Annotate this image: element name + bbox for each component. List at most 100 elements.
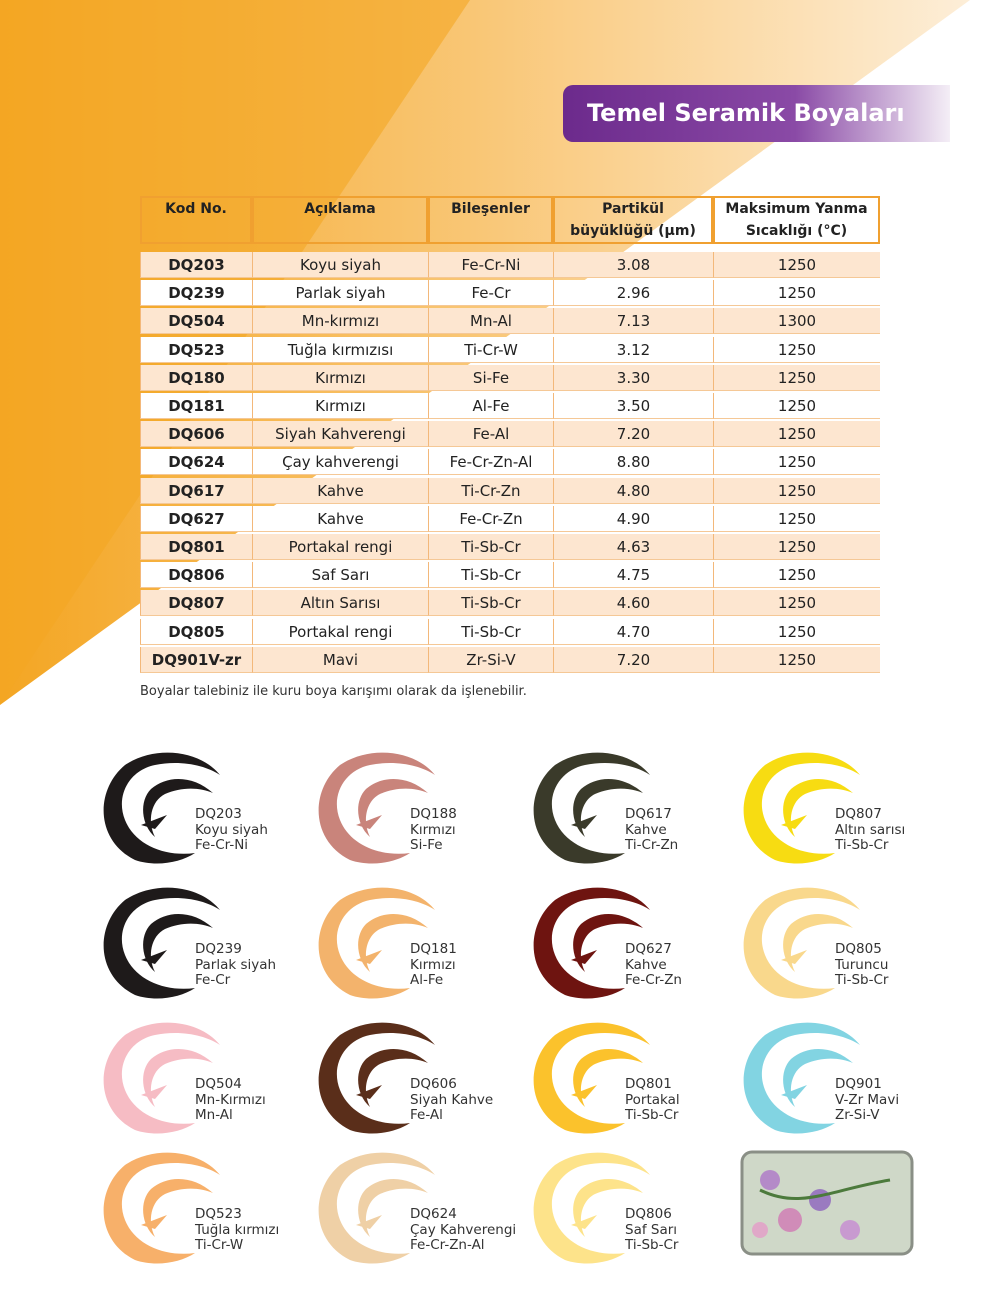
swatch-code: DQ523 [195,1206,242,1222]
header-cell: Kod No. [140,196,252,244]
table-cell: DQ239 [140,280,252,307]
swatch-code: DQ801 [625,1076,672,1092]
swatch: DQ239 Parlak siyah Fe-Cr [95,880,305,1010]
table-cell: 4.60 [553,590,713,617]
swatch: DQ624 Çay Kahverengi Fe-Cr-Zn-Al [310,1145,520,1275]
swatch-code: DQ624 [410,1206,457,1222]
swatch: DQ805 Turuncu Ti-Sb-Cr [735,880,945,1010]
swatch-components: Ti-Sb-Cr [625,1237,679,1253]
table-cell: Fe-Cr [428,280,553,307]
table-cell: Koyu siyah [252,252,428,278]
table-cell: Fe-Cr-Zn [428,505,553,532]
table-cell: Siyah Kahverengi [252,421,428,448]
table-cell: Portakal rengi [252,534,428,560]
table-cell: Kahve [252,477,428,504]
swatch-name: Altın sarısı [835,821,906,838]
table-cell: Al-Fe [428,393,553,419]
table-cell: Mavi [252,646,428,673]
table-cell: 7.20 [553,646,713,673]
table-cell: DQ617 [140,477,252,504]
swatch-name: Mn-Kırmızı [195,1091,266,1108]
swatch-name: V-Zr Mavi [835,1091,900,1108]
table-cell: 3.12 [553,336,713,363]
table-cell: Saf Sarı [252,562,428,589]
table-cell: 7.13 [553,308,713,335]
table-cell: 4.63 [553,534,713,560]
table-cell: 8.80 [553,449,713,476]
table-cell: Ti-Cr-Zn [428,477,553,504]
table-cell: DQ807 [140,590,252,617]
table-cell: 7.20 [553,421,713,448]
table-cell: Ti-Cr-W [428,336,553,363]
swatch-components: Ti-Sb-Cr [835,837,889,853]
table-cell: 1250 [713,393,880,419]
table-cell: 1250 [713,449,880,476]
table-cell: DQ504 [140,308,252,335]
swatch: DQ606 Siyah Kahve Fe-Al [310,1015,520,1145]
table-cell: DQ624 [140,449,252,476]
swatch-code: DQ627 [625,941,672,957]
table-cell: 1250 [713,562,880,589]
swatch-components: Al-Fe [410,972,444,988]
swatch-name: Siyah Kahve [410,1091,494,1108]
table-cell: Kırmızı [252,364,428,391]
table-cell: DQ181 [140,393,252,419]
swatch-name: Portakal [625,1091,680,1108]
swatch-name: Kahve [625,956,667,973]
table-cell: 1250 [713,477,880,504]
table-cell: 4.90 [553,505,713,532]
table-cell: 4.70 [553,618,713,645]
swatch-components: Ti-Sb-Cr [625,1107,679,1123]
table-cell: DQ627 [140,505,252,532]
swatch-code: DQ606 [410,1076,457,1092]
table-cell: 1250 [713,505,880,532]
swatch-components: Ti-Cr-W [195,1237,244,1253]
swatch-components: Si-Fe [410,837,443,853]
table-cell: 1250 [713,421,880,448]
table-cell: DQ180 [140,364,252,391]
swatch-components: Ti-Cr-Zn [625,837,679,853]
table-cell: 3.30 [553,364,713,391]
swatch: DQ807 Altın sarısı Ti-Sb-Cr [735,745,945,875]
swatch-components: Fe-Cr-Zn [625,972,682,988]
table-cell: DQ523 [140,336,252,363]
table-cell: 1300 [713,308,880,335]
table-cell: Fe-Al [428,421,553,448]
swatch-components: Fe-Cr [195,972,231,988]
table-cell: Mn-Al [428,308,553,335]
table-cell: 2.96 [553,280,713,307]
swatch-name: Kırmızı [410,956,456,973]
swatch-name: Parlak siyah [195,956,277,973]
swatch: DQ203 Koyu siyah Fe-Cr-Ni [95,745,305,875]
table-cell: 3.50 [553,393,713,419]
swatch-name: Kahve [625,821,667,838]
table-cell: Altın Sarısı [252,590,428,617]
table-cell: 1250 [713,646,880,673]
swatch: DQ188 Kırmızı Si-Fe [310,745,520,875]
table-cell: 4.80 [553,477,713,504]
swatch-code: DQ901 [835,1076,882,1092]
table-cell: DQ901V-zr [140,646,252,673]
swatch-name: Tuğla kırmızı [195,1221,280,1238]
table-cell: 1250 [713,618,880,645]
table-cell: Tuğla kırmızısı [252,336,428,363]
swatch-code: DQ806 [625,1206,672,1222]
table-cell: 1250 [713,590,880,617]
swatch-components: Ti-Sb-Cr [835,972,889,988]
table-cell: Ti-Sb-Cr [428,618,553,645]
table-cell: Portakal rengi [252,618,428,645]
swatch-code: DQ807 [835,806,882,822]
table-cell: Parlak siyah [252,280,428,307]
table-cell: 3.08 [553,252,713,278]
swatch-name: Turuncu [835,956,889,973]
table-cell: DQ805 [140,618,252,645]
swatch-components: Fe-Cr-Ni [195,837,249,853]
title: Temel Seramik Boyaları [563,85,950,142]
table-cell: 1250 [713,364,880,391]
table-cell: Si-Fe [428,364,553,391]
swatch-components: Zr-Si-V [835,1107,880,1123]
swatch: DQ627 Kahve Fe-Cr-Zn [525,880,735,1010]
table-cell: Ti-Sb-Cr [428,534,553,560]
table-cell: Kırmızı [252,393,428,419]
